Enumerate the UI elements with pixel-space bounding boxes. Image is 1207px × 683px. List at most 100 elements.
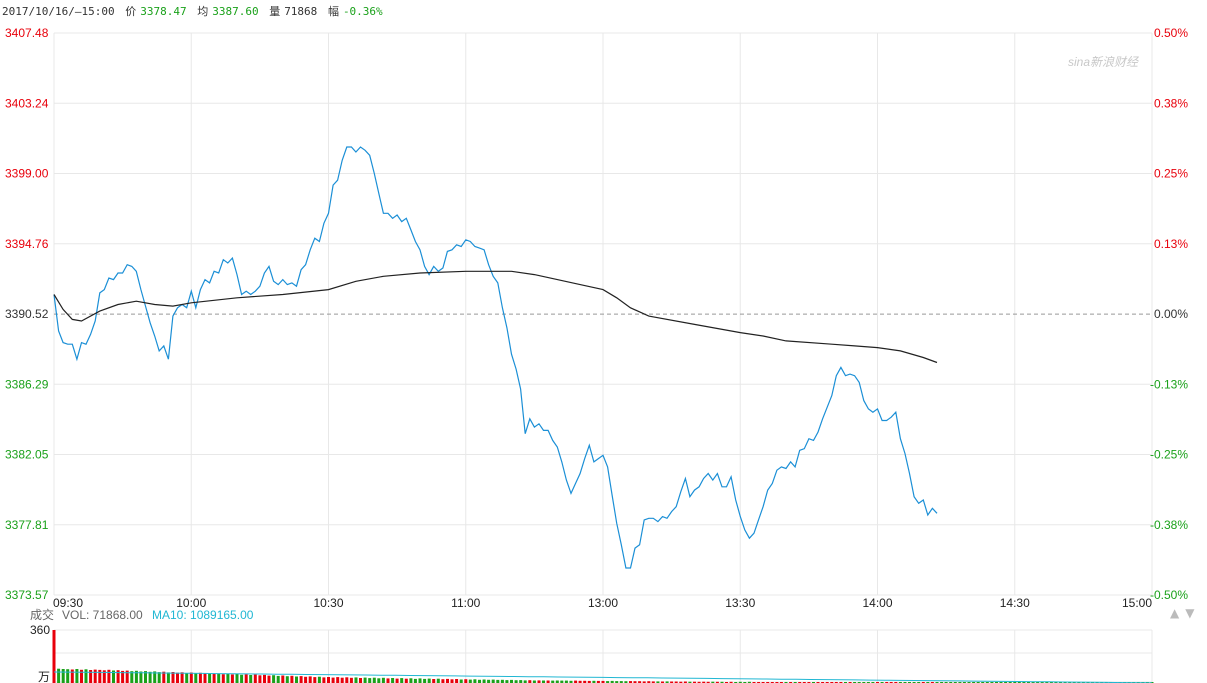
volume-bar	[542, 680, 545, 683]
volume-bar	[436, 678, 440, 683]
volume-bar	[345, 677, 349, 683]
volume-bar	[102, 670, 106, 683]
volume-bar	[107, 669, 111, 683]
volume-bar	[295, 676, 298, 683]
volume-bar	[327, 677, 330, 683]
volume-bar	[148, 671, 152, 683]
volume-ma-text: MA10: 1089165.00	[152, 608, 254, 622]
volume-bar	[487, 679, 491, 683]
header-chg-label: 幅	[327, 5, 339, 18]
percent-tick: 0.25%	[1154, 167, 1188, 181]
volume-bar	[331, 677, 335, 683]
volume-bar	[514, 680, 518, 683]
volume-bar	[619, 681, 623, 683]
volume-bar	[510, 679, 513, 683]
volume-bar	[574, 680, 578, 683]
volume-bar	[134, 670, 138, 683]
volume-bar	[446, 678, 449, 683]
nav-down-icon[interactable]: ▼	[1185, 606, 1201, 620]
volume-bar	[153, 671, 157, 683]
volume-bar	[89, 670, 93, 683]
volume-bar	[638, 681, 642, 683]
volume-bar	[491, 679, 495, 683]
volume-bar	[130, 671, 134, 683]
volume-bar	[551, 680, 555, 683]
volume-bar	[532, 680, 536, 683]
volume-bar	[272, 675, 276, 683]
volume-bar	[267, 675, 271, 683]
volume-bar	[93, 669, 97, 683]
volume-bar	[651, 681, 655, 683]
volume-bar	[455, 679, 459, 683]
volume-bar	[537, 680, 541, 683]
volume-bar	[423, 678, 427, 683]
volume-bar	[308, 676, 312, 683]
volume-bar	[381, 677, 385, 683]
volume-bar	[372, 677, 376, 683]
percent-tick: -0.38%	[1150, 518, 1188, 532]
volume-bar	[578, 680, 582, 683]
volume-max-tick: 360	[30, 623, 50, 637]
grid	[53, 32, 1153, 596]
volume-bar	[693, 681, 696, 683]
volume-bar	[226, 673, 230, 683]
percent-axis: 0.50% 0.38% 0.25% 0.13% 0.00% -0.13% -0.25% -0.…	[1150, 26, 1188, 602]
volume-bar	[592, 680, 596, 683]
volume-bar	[317, 676, 321, 683]
volume-bar	[144, 671, 147, 683]
volume-bar	[176, 672, 179, 683]
volume-bar	[596, 680, 600, 683]
price-tick: 3390.52	[5, 307, 49, 321]
volume-bar	[66, 669, 70, 683]
time-tick: 10:00	[176, 596, 206, 610]
volume-bar	[253, 674, 257, 683]
volume-bar	[395, 678, 399, 683]
volume-bar	[747, 681, 751, 683]
volume-bar	[670, 681, 674, 683]
volume-bar	[564, 680, 568, 683]
volume-bar	[217, 673, 221, 683]
percent-tick: 0.50%	[1154, 26, 1188, 40]
volume-bar	[171, 672, 175, 683]
volume-bar	[610, 680, 614, 683]
volume-bar	[478, 679, 481, 683]
volume-bar	[263, 674, 266, 683]
volume-bar	[697, 681, 701, 683]
volume-bar	[354, 677, 358, 683]
volume-bar	[157, 672, 161, 683]
header-vol-label: 量	[269, 5, 281, 18]
nav-up-icon[interactable]: ▲	[1170, 606, 1186, 620]
volume-bar	[441, 679, 445, 683]
volume-bar	[546, 680, 550, 683]
header-vol: 71868	[284, 5, 318, 18]
percent-tick: 0.13%	[1154, 237, 1188, 251]
volume-bar	[313, 677, 317, 683]
time-tick: 15:00	[1122, 596, 1152, 610]
volume-bar	[496, 679, 500, 683]
volume-bar	[647, 681, 651, 683]
volume-bar	[624, 681, 628, 683]
volume-bar	[166, 672, 170, 683]
volume-bar	[656, 681, 660, 683]
volume-labels: 成交 VOL: 71868.00 MA10: 1089165.00 360 万	[30, 607, 254, 683]
volume-bar	[482, 679, 486, 683]
volume-bar	[230, 674, 234, 683]
price-tick: 3407.48	[5, 26, 49, 40]
volume-bar	[409, 678, 413, 683]
time-tick: 14:30	[1000, 596, 1030, 610]
time-tick: 09:30	[53, 596, 83, 610]
volume-bar	[116, 670, 120, 683]
volume-bar	[738, 681, 742, 683]
volume-bar	[688, 681, 692, 683]
volume-bar	[583, 680, 587, 683]
price-tick: 3377.81	[5, 518, 49, 532]
volume-bar	[500, 679, 504, 683]
volume-bar	[560, 680, 564, 683]
header-price: 3378.47	[140, 5, 187, 18]
sina-watermark: sina新浪财经	[1068, 55, 1139, 69]
volume-bar	[244, 674, 248, 683]
volume-bar	[162, 671, 166, 683]
volume-bar	[299, 676, 303, 683]
nav-arrows[interactable]: ▲▼	[1170, 606, 1200, 620]
